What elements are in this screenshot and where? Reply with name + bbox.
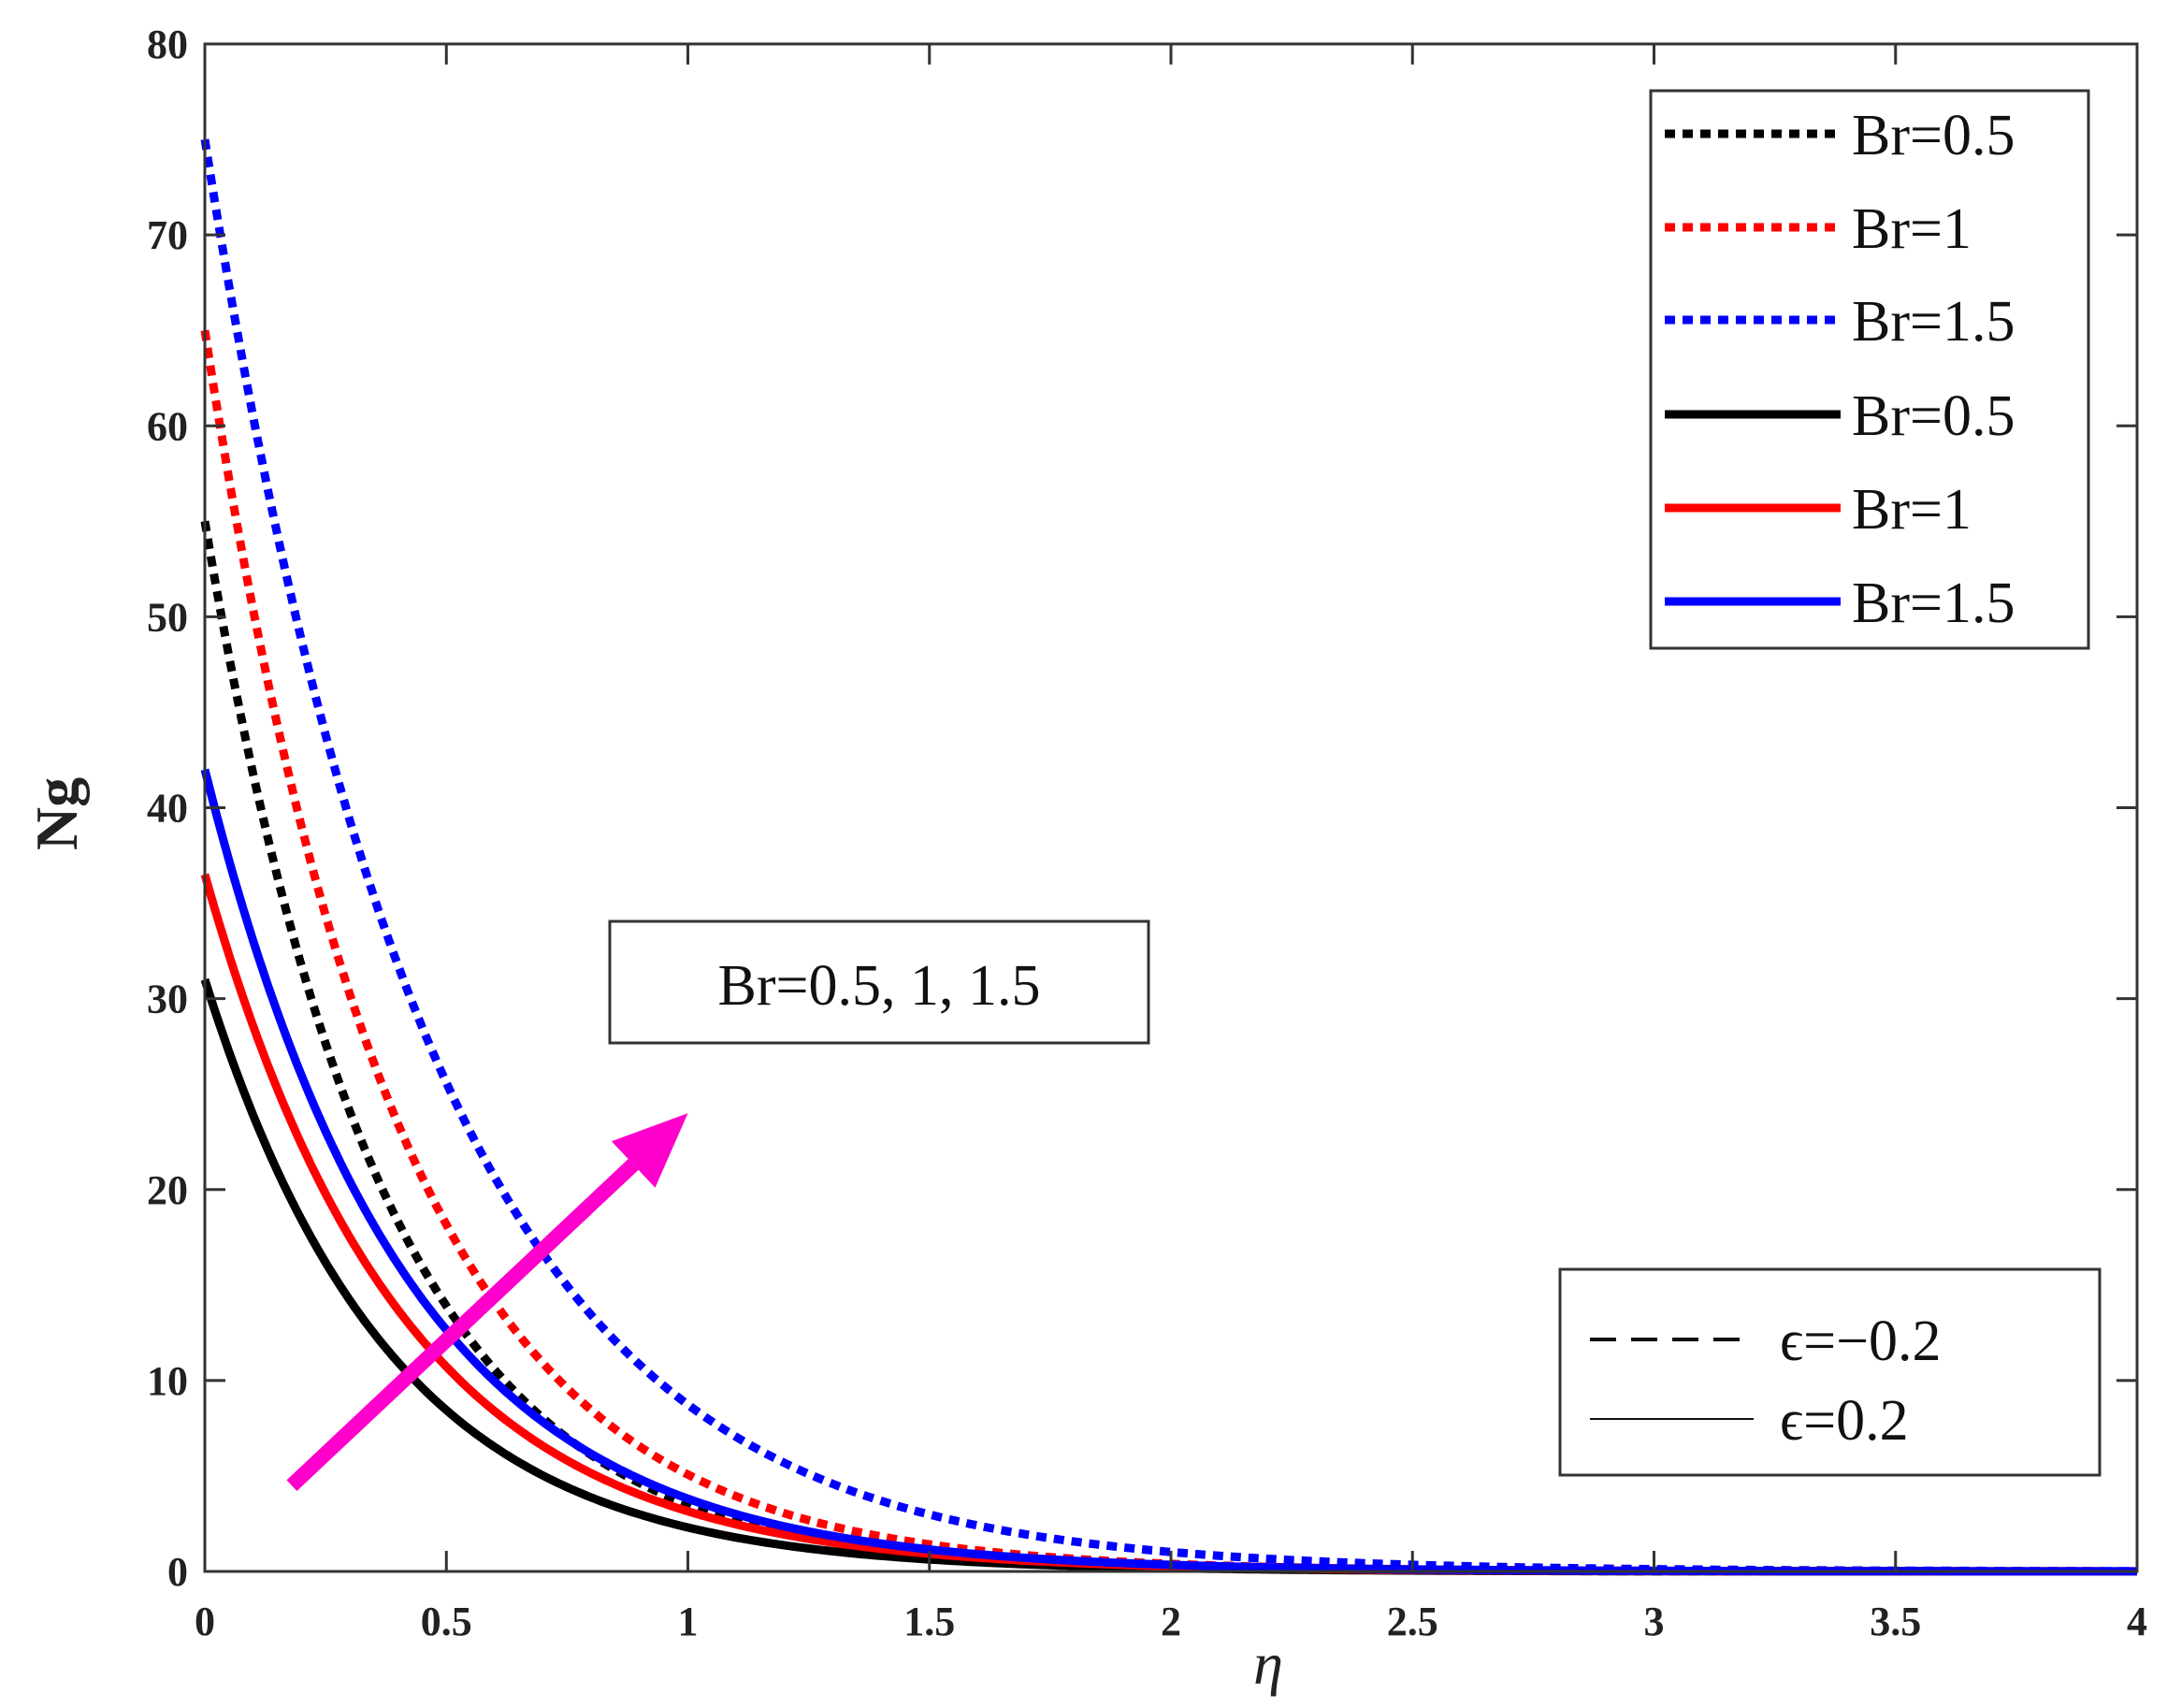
- y-tick-label: 10: [147, 1358, 188, 1404]
- y-tick-label: 50: [147, 594, 188, 640]
- y-tick-label: 40: [147, 786, 188, 832]
- trend-arrow-shaft: [286, 1159, 639, 1491]
- trend-label-box: [608, 919, 1150, 1045]
- trend-arrow-head: [611, 1113, 688, 1188]
- legend-label: Br=0.5: [1852, 384, 2015, 448]
- x-axis-title: η: [1253, 1630, 1283, 1697]
- x-tick-label: 0: [195, 1599, 215, 1644]
- epsilon-legend-label: ϵ=−0.2: [1780, 1310, 1942, 1373]
- y-tick-label: 20: [147, 1167, 188, 1213]
- x-tick-label: 3.5: [1870, 1599, 1921, 1644]
- x-tick-label: 4: [2127, 1599, 2147, 1644]
- y-tick-label: 0: [167, 1549, 188, 1595]
- legend-label: Br=1: [1852, 197, 1972, 261]
- series-line-dashed-2: [200, 138, 2137, 1576]
- trend-arrow: [286, 1113, 688, 1491]
- series-legend: Br=0.5 Br=1 Br=1.5 Br=0.5 Br=1 Br=1.5: [1649, 89, 2090, 650]
- x-tick-label: 2.5: [1387, 1599, 1438, 1644]
- epsilon-legend-label: ϵ=0.2: [1780, 1389, 1909, 1453]
- y-tick-label: 70: [147, 212, 188, 258]
- epsilon-legend-box: [1558, 1267, 2102, 1477]
- x-tick-label: 3: [1644, 1599, 1665, 1644]
- trend-label: Br=0.5, 1, 1.5: [718, 954, 1041, 1018]
- epsilon-legend: ϵ=−0.2 ϵ=0.2: [1558, 1267, 2102, 1477]
- y-tick-label: 60: [147, 403, 188, 449]
- legend-label: Br=1.5: [1852, 290, 2015, 354]
- x-tick-label: 0.5: [421, 1599, 472, 1644]
- y-tick-label: 30: [147, 977, 188, 1022]
- x-tick-label: 1.5: [903, 1599, 955, 1644]
- y-tick-label: 80: [147, 22, 188, 67]
- x-tick-label: 1: [678, 1599, 699, 1644]
- legend-label: Br=0.5: [1852, 104, 2015, 167]
- x-tick-label: 2: [1161, 1599, 1181, 1644]
- y-axis-title: Ng: [23, 777, 90, 850]
- legend-label: Br=1.5: [1852, 572, 2015, 635]
- legend-label: Br=1: [1852, 478, 1972, 542]
- series-legend-box: [1649, 89, 2090, 650]
- trend-annotation: Br=0.5, 1, 1.5: [608, 919, 1150, 1045]
